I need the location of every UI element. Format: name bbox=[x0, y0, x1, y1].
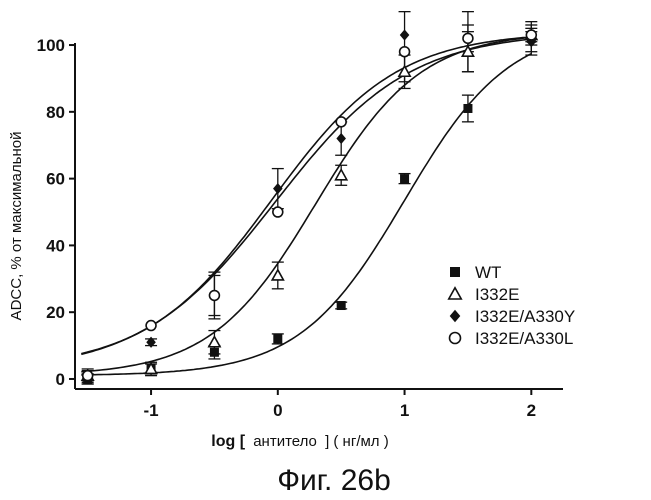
data-point bbox=[273, 207, 283, 217]
legend-label: I332E bbox=[475, 285, 519, 304]
legend-marker bbox=[450, 310, 461, 323]
y-tick-label: 100 bbox=[37, 36, 65, 55]
data-point bbox=[210, 348, 219, 357]
x-tick-label: 1 bbox=[400, 401, 409, 420]
x-tick-label: 0 bbox=[273, 401, 282, 420]
y-axis-label: ADCC, % от максимальной bbox=[8, 132, 25, 321]
data-point bbox=[336, 117, 346, 127]
x-axis-label: log [ антитело ] ( нг/мл ) bbox=[211, 433, 388, 450]
legend: WT I332E I332E/A330Y I332E/A330L bbox=[449, 263, 575, 348]
data-point bbox=[146, 321, 156, 331]
fit-curve bbox=[81, 39, 531, 354]
legend-label: WT bbox=[475, 263, 501, 282]
data-point bbox=[463, 33, 473, 43]
data-point bbox=[209, 291, 219, 301]
data-point bbox=[83, 371, 93, 381]
data-point bbox=[337, 301, 346, 310]
y-tick-label: 40 bbox=[46, 236, 65, 255]
data-point bbox=[400, 47, 410, 57]
legend-label: I332E/A330L bbox=[475, 329, 573, 348]
data-point bbox=[273, 183, 283, 194]
legend-marker bbox=[450, 267, 460, 277]
data-point bbox=[209, 337, 220, 347]
x-tick-label: 2 bbox=[527, 401, 536, 420]
data-point bbox=[400, 174, 409, 183]
data-point bbox=[526, 30, 536, 40]
x-axis-label-log: log [ bbox=[211, 433, 245, 450]
x-axis-label-unit: ] ( нг/мл ) bbox=[325, 433, 389, 450]
x-tick-label: -1 bbox=[143, 401, 158, 420]
x-axis-label-antibody: антитело bbox=[253, 433, 317, 450]
data-point bbox=[399, 66, 410, 76]
y-tick-label: 80 bbox=[46, 103, 65, 122]
data-point bbox=[463, 104, 472, 113]
data-points bbox=[82, 29, 537, 384]
y-tick-label: 20 bbox=[46, 303, 65, 322]
data-point bbox=[272, 270, 283, 280]
data-point bbox=[336, 170, 347, 180]
figure-caption: Фиг. 26b bbox=[277, 464, 391, 497]
data-point bbox=[400, 29, 410, 40]
data-point bbox=[336, 133, 346, 144]
data-point bbox=[273, 334, 282, 343]
fit-curve bbox=[81, 37, 531, 354]
legend-label: I332E/A330Y bbox=[475, 307, 575, 326]
y-tick-label: 0 bbox=[56, 370, 65, 389]
axes: 0 20 40 60 80 100 -1 0 1 2 bbox=[37, 36, 563, 420]
legend-marker bbox=[449, 288, 462, 299]
legend-marker bbox=[450, 333, 461, 344]
y-tick-label: 60 bbox=[46, 170, 65, 189]
